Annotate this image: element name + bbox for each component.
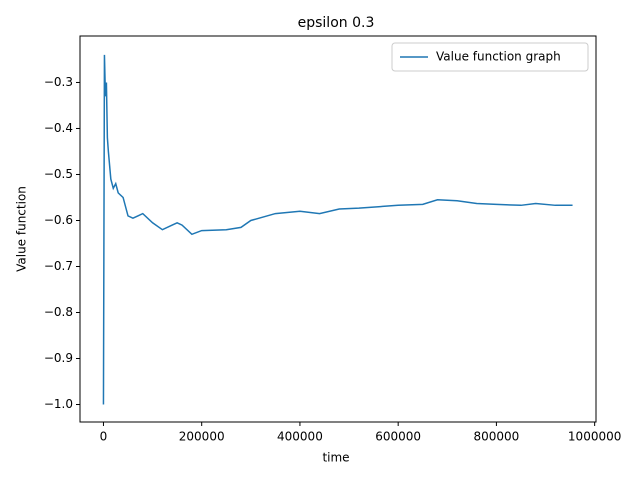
y-axis-label: Value function (15, 186, 29, 272)
legend-label: Value function graph (436, 50, 561, 64)
legend-box (391, 42, 589, 72)
y-tick-label: −0.8 (44, 305, 73, 319)
x-tick-label: 1000000 (568, 430, 621, 444)
x-tick-label: 600000 (375, 430, 421, 444)
y-tick-label: −1.0 (44, 397, 73, 411)
y-tick-label: −0.5 (44, 167, 73, 181)
y-tick-label: −0.9 (44, 351, 73, 365)
x-tick-label: 800000 (474, 430, 520, 444)
x-axis-label: time (322, 451, 349, 465)
x-tick-label: 0 (100, 430, 108, 444)
y-tick-label: −0.7 (44, 259, 73, 273)
chart-title: epsilon 0.3 (298, 15, 375, 31)
y-tick-label: −0.4 (44, 121, 73, 135)
y-tick-label: −0.3 (44, 75, 73, 89)
line (102, 54, 573, 405)
x-tick-label: 400000 (277, 430, 323, 444)
y-tick-label: −0.6 (44, 213, 73, 227)
plot-frame (79, 35, 597, 423)
x-tick-label: 200000 (179, 430, 225, 444)
